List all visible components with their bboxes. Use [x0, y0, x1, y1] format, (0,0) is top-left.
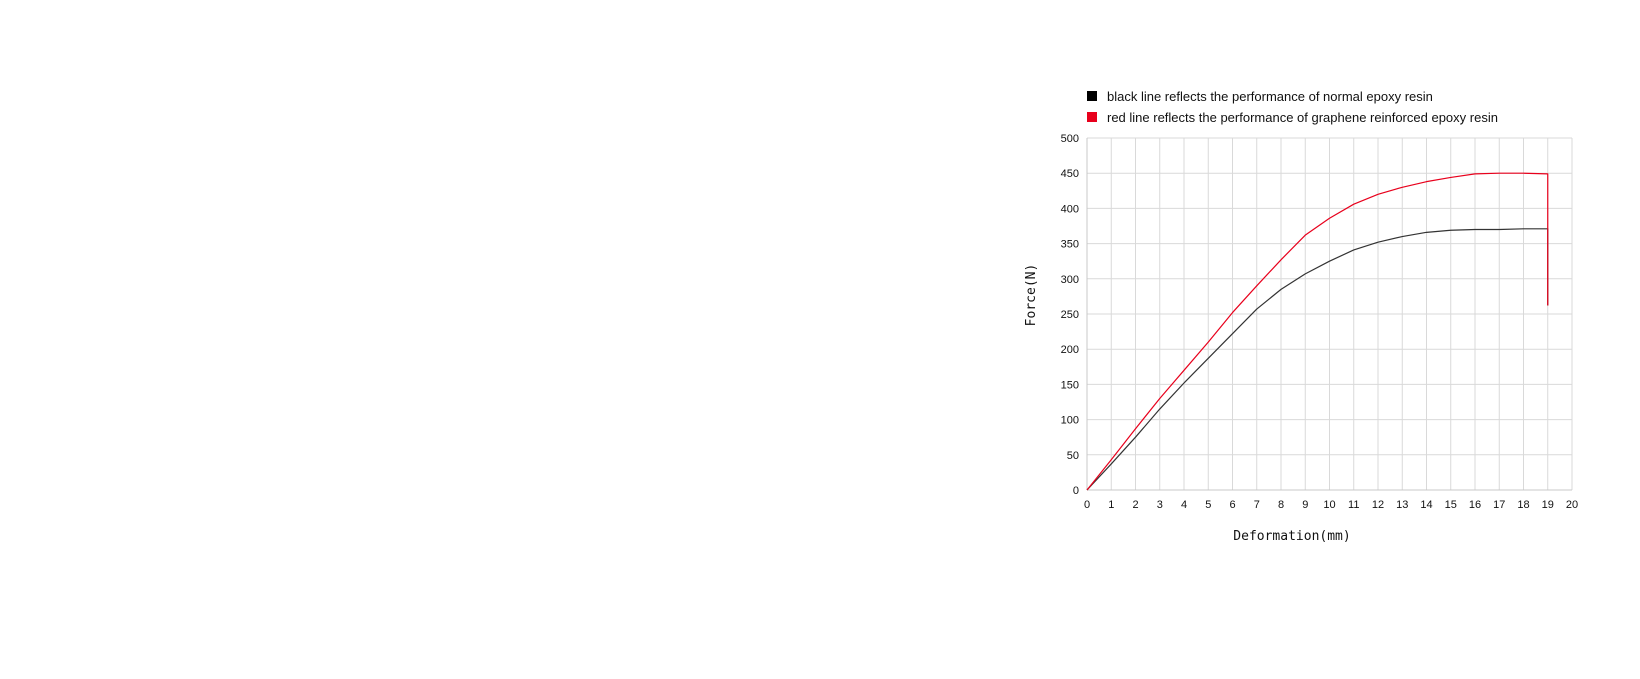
y-tick-label: 400 — [1061, 203, 1079, 215]
x-tick-label: 10 — [1323, 499, 1335, 511]
y-tick-label: 500 — [1061, 133, 1079, 145]
x-tick-label: 8 — [1278, 499, 1284, 511]
tick-labels: 0 1 2 3 4 5 6 7 8 9 10 11 12 13 14 15 16 17 18 19 2005010015… — [1061, 133, 1578, 511]
axes — [1086, 138, 1572, 491]
x-tick-label: 1 — [1108, 499, 1114, 511]
x-tick-label: 2 — [1132, 499, 1138, 511]
x-tick-label: 13 — [1396, 499, 1408, 511]
series-line-1 — [1086, 172, 1549, 491]
y-tick-label: 250 — [1061, 309, 1079, 321]
x-tick-label: 16 — [1469, 499, 1481, 511]
x-tick-label: 0 — [1084, 499, 1090, 511]
y-tick-label: 200 — [1061, 344, 1079, 356]
x-tick-label: 6 — [1229, 499, 1235, 511]
y-tick-label: 300 — [1061, 274, 1079, 286]
x-tick-label: 14 — [1420, 499, 1432, 511]
y-tick-label: 350 — [1061, 239, 1079, 251]
y-tick-label: 450 — [1061, 168, 1079, 180]
x-tick-label: 18 — [1517, 499, 1529, 511]
y-axis-label: Force(N) — [1024, 264, 1039, 327]
legend-entry-label: red line reflects the performance of gra… — [1107, 110, 1498, 125]
x-tick-label: 17 — [1493, 499, 1505, 511]
y-tick-label: 150 — [1061, 379, 1079, 391]
y-tick-label: 50 — [1067, 450, 1079, 462]
x-tick-label: 12 — [1372, 499, 1384, 511]
y-tick-label: 0 — [1073, 485, 1079, 497]
x-tick-label: 11 — [1348, 499, 1359, 511]
legend: black line reflects the performance of n… — [1087, 89, 1498, 125]
x-tick-label: 19 — [1542, 499, 1554, 511]
legend-swatch — [1087, 112, 1097, 122]
series-lines — [1086, 172, 1549, 491]
x-axis-label: Deformation(mm) — [1233, 529, 1350, 544]
legend-swatch — [1087, 91, 1097, 101]
x-tick-label: 20 — [1566, 499, 1578, 511]
legend-entry-label: black line reflects the performance of n… — [1107, 89, 1433, 104]
x-tick-label: 9 — [1302, 499, 1308, 511]
y-tick-label: 100 — [1061, 415, 1079, 427]
x-tick-label: 4 — [1181, 499, 1187, 511]
series-line-0 — [1086, 228, 1549, 491]
grid — [1086, 137, 1573, 491]
x-tick-label: 7 — [1254, 499, 1260, 511]
x-tick-label: 5 — [1205, 499, 1211, 511]
x-tick-label: 15 — [1445, 499, 1457, 511]
x-tick-label: 3 — [1157, 499, 1163, 511]
